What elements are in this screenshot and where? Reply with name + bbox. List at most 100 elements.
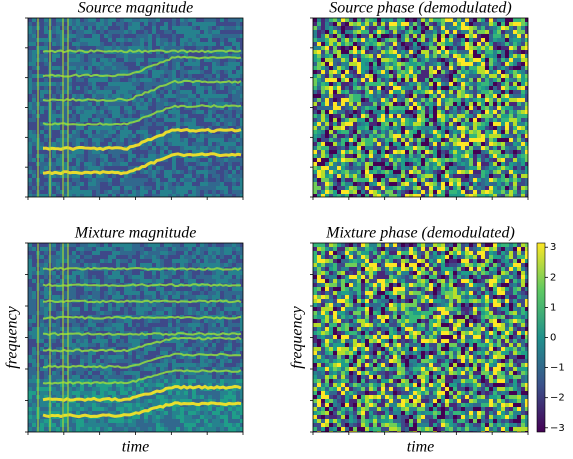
phase-pixel <box>325 70 329 74</box>
phase-pixel <box>401 110 405 114</box>
phase-pixel <box>369 82 373 86</box>
phase-pixel <box>437 134 441 138</box>
magnitude-pixel <box>204 166 208 170</box>
magnitude-pixel <box>92 126 96 130</box>
magnitude-pixel <box>236 30 240 34</box>
phase-pixel <box>409 26 413 30</box>
magnitude-pixel <box>96 190 100 194</box>
magnitude-pixel <box>200 66 204 70</box>
magnitude-pixel <box>132 74 136 78</box>
magnitude-pixel <box>228 138 232 142</box>
magnitude-pixel <box>152 54 156 58</box>
phase-pixel <box>437 86 441 90</box>
phase-pixel <box>409 94 413 98</box>
magnitude-pixel <box>28 138 32 142</box>
magnitude-pixel <box>100 18 104 22</box>
magnitude-pixel <box>228 90 232 94</box>
phase-pixel <box>337 178 341 182</box>
phase-pixel <box>321 122 325 126</box>
phase-pixel <box>489 106 493 110</box>
magnitude-pixel <box>80 66 84 70</box>
phase-pixel <box>493 142 497 146</box>
phase-pixel <box>313 106 317 110</box>
phase-pixel <box>333 90 337 94</box>
magnitude-pixel <box>72 90 76 94</box>
phase-pixel <box>413 38 417 42</box>
phase-pixel <box>457 186 461 190</box>
phase-pixel <box>377 34 381 38</box>
phase-pixel <box>397 58 401 62</box>
phase-pixel <box>365 134 369 138</box>
magnitude-pixel <box>136 106 140 110</box>
phase-pixel <box>473 58 477 62</box>
magnitude-pixel <box>76 174 80 178</box>
magnitude-pixel <box>88 130 92 134</box>
phase-pixel <box>389 162 393 166</box>
magnitude-pixel <box>84 90 88 94</box>
phase-pixel <box>493 190 497 194</box>
magnitude-pixel <box>144 158 148 162</box>
phase-pixel <box>525 110 528 114</box>
magnitude-pixel <box>140 150 144 154</box>
phase-pixel <box>373 102 377 106</box>
phase-pixel <box>333 18 337 22</box>
magnitude-pixel <box>152 42 156 46</box>
magnitude-pixel <box>148 38 152 42</box>
phase-pixel <box>365 70 369 74</box>
phase-pixel <box>433 78 437 82</box>
magnitude-pixel <box>200 142 204 146</box>
phase-pixel <box>493 70 497 74</box>
magnitude-pixel <box>56 118 60 122</box>
phase-pixel <box>417 70 421 74</box>
magnitude-pixel <box>160 26 164 30</box>
magnitude-pixel <box>104 34 108 38</box>
phase-pixel <box>509 42 513 46</box>
magnitude-pixel <box>72 106 76 110</box>
magnitude-pixel <box>80 186 84 190</box>
magnitude-pixel <box>32 134 36 138</box>
magnitude-pixel <box>160 150 164 154</box>
phase-pixel <box>433 82 437 86</box>
magnitude-pixel <box>44 194 48 197</box>
phase-pixel <box>389 102 393 106</box>
phase-pixel <box>373 18 377 22</box>
phase-pixel <box>313 154 317 158</box>
magnitude-pixel <box>240 74 243 78</box>
magnitude-pixel <box>88 243 92 247</box>
phase-pixel <box>501 166 505 170</box>
phase-pixel <box>397 154 401 158</box>
magnitude-pixel <box>128 26 132 30</box>
phase-pixel <box>369 194 373 197</box>
phase-pixel <box>465 86 469 90</box>
magnitude-pixel <box>196 38 200 42</box>
magnitude-pixel <box>156 243 160 247</box>
phase-pixel <box>433 114 437 118</box>
phase-pixel <box>349 178 353 182</box>
phase-pixel <box>393 130 397 134</box>
magnitude-pixel <box>216 30 220 34</box>
magnitude-pixel <box>52 178 56 182</box>
phase-pixel <box>313 78 317 82</box>
magnitude-pixel <box>72 154 76 158</box>
magnitude-pixel <box>44 70 48 74</box>
magnitude-pixel <box>72 70 76 74</box>
phase-pixel <box>353 50 357 54</box>
magnitude-pixel <box>160 38 164 42</box>
magnitude-pixel <box>96 22 100 26</box>
magnitude-pixel <box>208 182 212 186</box>
magnitude-pixel <box>232 162 236 166</box>
magnitude-pixel <box>176 98 180 102</box>
phase-pixel <box>441 50 445 54</box>
magnitude-pixel <box>136 62 140 66</box>
phase-pixel <box>505 98 509 102</box>
phase-pixel <box>521 174 525 178</box>
phase-pixel <box>341 110 345 114</box>
phase-pixel <box>341 162 345 166</box>
magnitude-pixel <box>132 162 136 166</box>
magnitude-pixel <box>128 102 132 106</box>
magnitude-pixel <box>92 114 96 118</box>
magnitude-pixel <box>200 90 204 94</box>
phase-pixel <box>457 130 461 134</box>
magnitude-pixel <box>196 190 200 194</box>
phase-pixel <box>453 82 457 86</box>
